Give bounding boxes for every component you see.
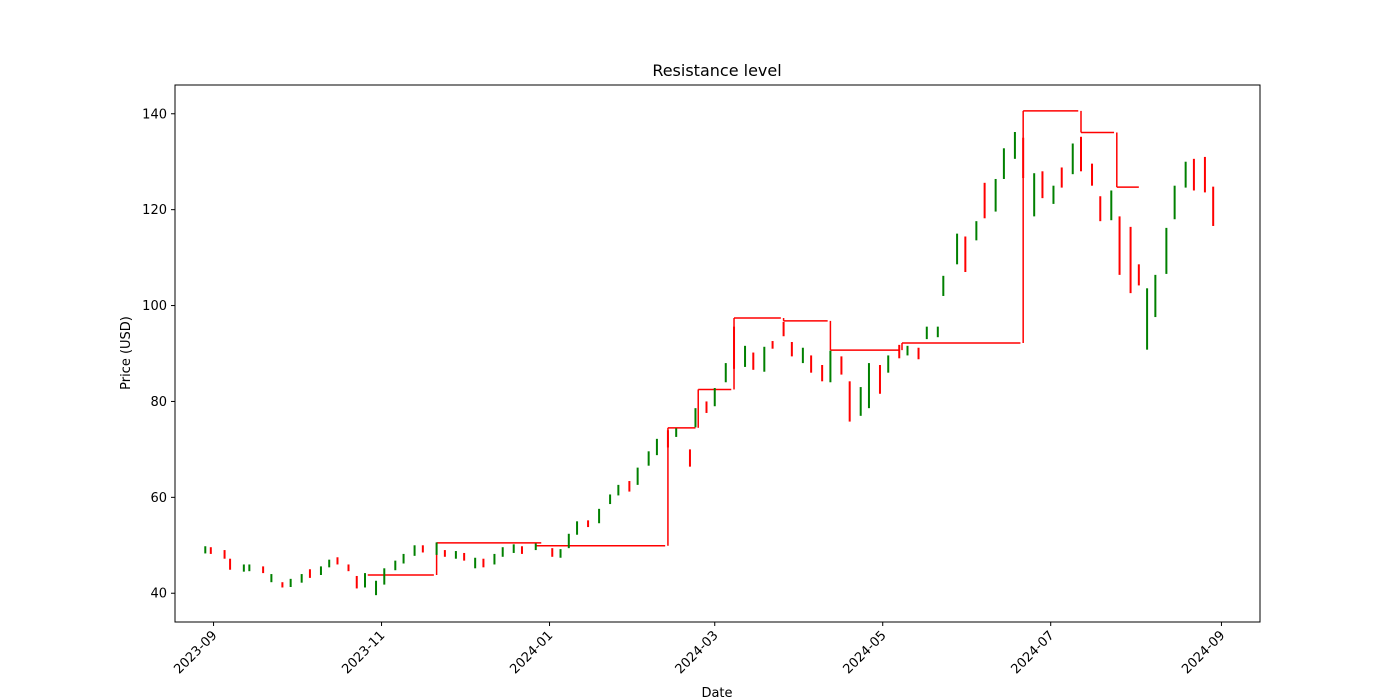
x-axis-label: Date	[701, 686, 732, 700]
x-tick-label: 2023-09	[171, 628, 220, 677]
resistance-lines	[367, 110, 1139, 576]
x-tick-label: 2024-09	[1179, 628, 1228, 677]
x-tick-label: 2024-01	[507, 628, 556, 677]
y-axis: 40 60 80 100 120 140	[142, 107, 175, 602]
x-axis: 2023-09 2023-11 2024-01 2024-03 2024-05 2024-…	[171, 622, 1228, 677]
plot-frame	[174, 84, 1261, 623]
y-tick-label: 40	[150, 587, 167, 602]
x-tick-label: 2024-03	[673, 628, 722, 677]
y-tick-label: 60	[150, 491, 167, 506]
y-tick-label: 80	[150, 395, 167, 410]
y-tick-label: 140	[142, 107, 167, 122]
y-axis-label: Price (USD)	[119, 316, 134, 390]
x-tick-label: 2023-11	[339, 628, 388, 677]
candles	[204, 131, 1215, 596]
x-tick-label: 2024-07	[1009, 628, 1058, 677]
y-tick-label: 120	[142, 203, 167, 218]
x-tick-label: 2024-05	[841, 628, 890, 677]
y-tick-label: 100	[142, 299, 167, 314]
chart-title: Resistance level	[652, 61, 781, 80]
